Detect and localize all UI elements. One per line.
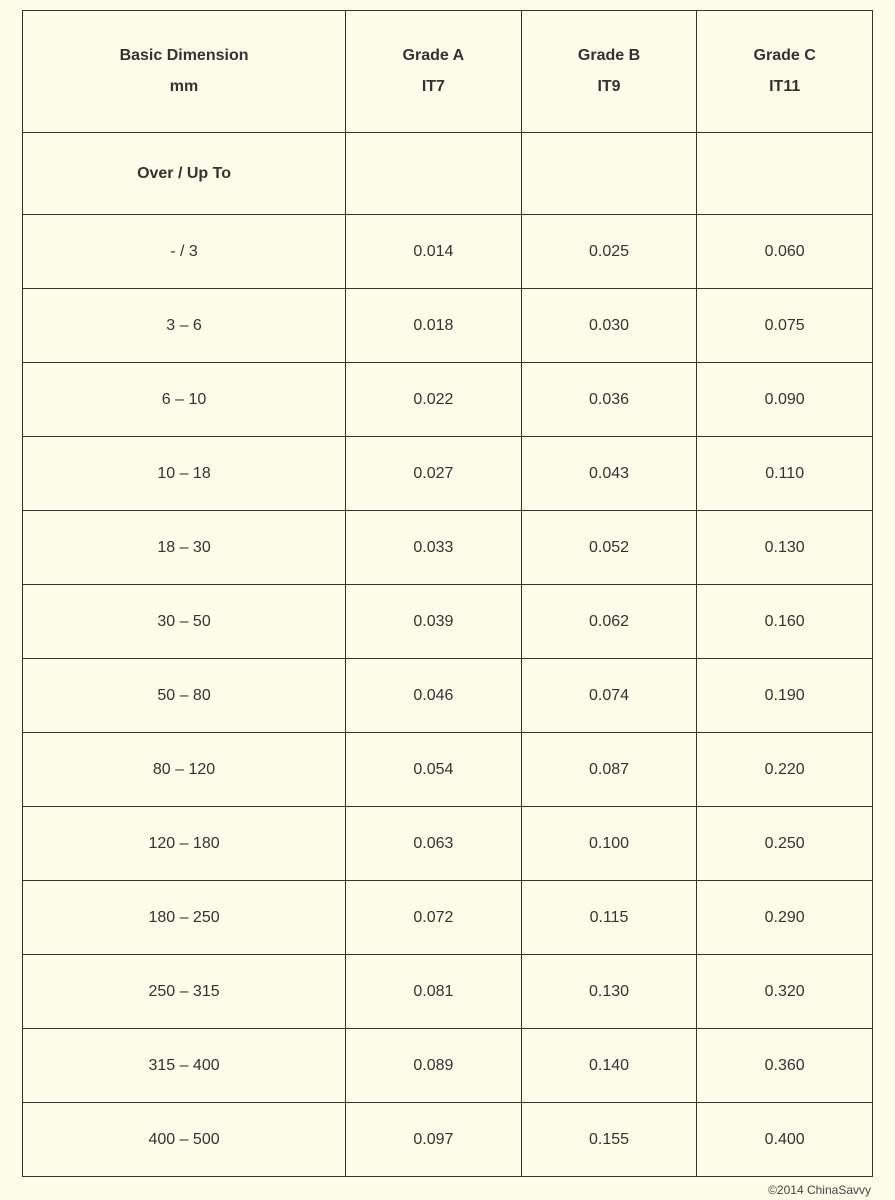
header-line1: Basic Dimension (120, 47, 249, 64)
table-header-row: Basic Dimension mm Grade A IT7 Grade B I… (23, 11, 873, 133)
table-row: 250 – 3150.0810.1300.320 (23, 955, 873, 1029)
cell-grade-b: 0.036 (521, 363, 697, 437)
header-line2: mm (170, 78, 198, 95)
table-row: 80 – 1200.0540.0870.220 (23, 733, 873, 807)
cell-grade-a: 0.081 (346, 955, 522, 1029)
cell-grade-b: 0.155 (521, 1103, 697, 1177)
header-line1: Grade B (578, 47, 640, 64)
cell-grade-a: 0.018 (346, 289, 522, 363)
cell-grade-c: 0.090 (697, 363, 873, 437)
cell-grade-b: 0.062 (521, 585, 697, 659)
col-header-dimension: Basic Dimension mm (23, 11, 346, 133)
table-row: 180 – 2500.0720.1150.290 (23, 881, 873, 955)
header-line2: IT11 (769, 78, 800, 95)
table-row: 315 – 4000.0890.1400.360 (23, 1029, 873, 1103)
cell-range: - / 3 (23, 215, 346, 289)
cell-grade-a: 0.097 (346, 1103, 522, 1177)
subheader-label: Over / Up To (23, 133, 346, 215)
table-row: 3 – 60.0180.0300.075 (23, 289, 873, 363)
cell-grade-a: 0.033 (346, 511, 522, 585)
cell-grade-a: 0.027 (346, 437, 522, 511)
copyright-notice: ©2014 ChinaSavvy (22, 1177, 873, 1197)
header-line1: Grade A (403, 47, 465, 64)
cell-grade-a: 0.046 (346, 659, 522, 733)
col-header-grade-a: Grade A IT7 (346, 11, 522, 133)
cell-grade-b: 0.043 (521, 437, 697, 511)
cell-grade-c: 0.360 (697, 1029, 873, 1103)
cell-grade-b: 0.087 (521, 733, 697, 807)
cell-grade-c: 0.075 (697, 289, 873, 363)
cell-grade-b: 0.074 (521, 659, 697, 733)
table-subheader-row: Over / Up To (23, 133, 873, 215)
cell-range: 250 – 315 (23, 955, 346, 1029)
table-body: - / 30.0140.0250.0603 – 60.0180.0300.075… (23, 215, 873, 1177)
cell-range: 18 – 30 (23, 511, 346, 585)
table-row: 10 – 180.0270.0430.110 (23, 437, 873, 511)
cell-grade-c: 0.190 (697, 659, 873, 733)
cell-grade-b: 0.140 (521, 1029, 697, 1103)
cell-grade-c: 0.160 (697, 585, 873, 659)
cell-grade-b: 0.100 (521, 807, 697, 881)
cell-grade-b: 0.130 (521, 955, 697, 1029)
cell-grade-c: 0.250 (697, 807, 873, 881)
cell-grade-a: 0.089 (346, 1029, 522, 1103)
subheader-empty (697, 133, 873, 215)
cell-range: 180 – 250 (23, 881, 346, 955)
cell-range: 80 – 120 (23, 733, 346, 807)
cell-grade-c: 0.060 (697, 215, 873, 289)
col-header-grade-b: Grade B IT9 (521, 11, 697, 133)
cell-grade-b: 0.052 (521, 511, 697, 585)
cell-range: 400 – 500 (23, 1103, 346, 1177)
cell-grade-a: 0.039 (346, 585, 522, 659)
cell-range: 50 – 80 (23, 659, 346, 733)
table-row: 400 – 5000.0970.1550.400 (23, 1103, 873, 1177)
cell-grade-c: 0.110 (697, 437, 873, 511)
cell-range: 120 – 180 (23, 807, 346, 881)
cell-grade-a: 0.054 (346, 733, 522, 807)
table-row: - / 30.0140.0250.060 (23, 215, 873, 289)
table-row: 50 – 800.0460.0740.190 (23, 659, 873, 733)
col-header-grade-c: Grade C IT11 (697, 11, 873, 133)
cell-grade-a: 0.022 (346, 363, 522, 437)
cell-range: 3 – 6 (23, 289, 346, 363)
cell-grade-a: 0.014 (346, 215, 522, 289)
cell-grade-b: 0.115 (521, 881, 697, 955)
cell-range: 6 – 10 (23, 363, 346, 437)
table-row: 30 – 500.0390.0620.160 (23, 585, 873, 659)
cell-range: 30 – 50 (23, 585, 346, 659)
cell-grade-a: 0.072 (346, 881, 522, 955)
cell-grade-b: 0.025 (521, 215, 697, 289)
cell-grade-c: 0.220 (697, 733, 873, 807)
header-line2: IT7 (422, 78, 445, 95)
table-row: 6 – 100.0220.0360.090 (23, 363, 873, 437)
cell-range: 315 – 400 (23, 1029, 346, 1103)
cell-grade-c: 0.130 (697, 511, 873, 585)
cell-range: 10 – 18 (23, 437, 346, 511)
table-row: 120 – 1800.0630.1000.250 (23, 807, 873, 881)
cell-grade-c: 0.400 (697, 1103, 873, 1177)
table-row: 18 – 300.0330.0520.130 (23, 511, 873, 585)
cell-grade-a: 0.063 (346, 807, 522, 881)
subheader-empty (346, 133, 522, 215)
header-line1: Grade C (754, 47, 816, 64)
subheader-empty (521, 133, 697, 215)
tolerance-table: Basic Dimension mm Grade A IT7 Grade B I… (22, 10, 873, 1177)
cell-grade-b: 0.030 (521, 289, 697, 363)
cell-grade-c: 0.320 (697, 955, 873, 1029)
cell-grade-c: 0.290 (697, 881, 873, 955)
header-line2: IT9 (597, 78, 620, 95)
